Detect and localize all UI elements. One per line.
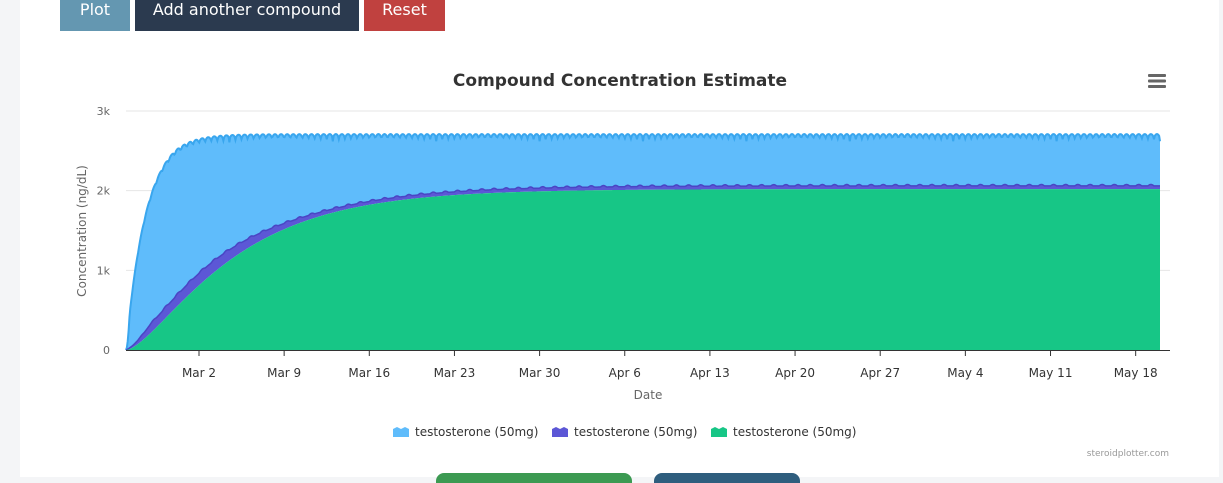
x-tick-label: Apr 27 (860, 366, 900, 380)
y-tick-label: 2k (97, 185, 111, 198)
y-tick-label: 1k (97, 264, 111, 277)
series-2-line (125, 183, 1160, 351)
series-1-line (125, 133, 1161, 351)
x-tick-label: Mar 9 (267, 366, 301, 380)
x-tick-label: Apr 6 (609, 366, 641, 380)
legend-symbol (711, 427, 727, 437)
y-tick-label: 0 (103, 344, 110, 357)
x-tick-label: May 11 (1029, 366, 1073, 380)
reset-button[interactable]: Reset (364, 0, 445, 31)
x-tick-label: Apr 20 (775, 366, 815, 380)
menu-icon-bar (1148, 74, 1166, 77)
credit-text[interactable]: steroidplotter.com (1087, 449, 1169, 459)
legend-symbol (393, 427, 409, 437)
legend-label: testosterone (50mg) (415, 425, 538, 439)
x-tick-label: May 18 (1114, 366, 1158, 380)
menu-icon-bar (1148, 79, 1166, 83)
legend: testosterone (50mg) testosterone (50mg) te… (393, 425, 856, 439)
legend-label: testosterone (50mg) (733, 425, 856, 439)
x-tick-label: May 4 (947, 366, 983, 380)
x-tick-label: Mar 30 (519, 366, 561, 380)
x-tick-label: Apr 13 (690, 366, 730, 380)
bottom-button-2[interactable] (654, 473, 800, 483)
x-axis-label: Date (634, 388, 663, 402)
y-axis-label: Concentration (ng/dL) (75, 165, 89, 297)
series-3-area (126, 189, 1160, 350)
series-1-area (126, 134, 1160, 350)
bottom-button-1[interactable] (436, 473, 632, 483)
y-tick-label: 3k (97, 105, 111, 118)
menu-icon[interactable] (1148, 74, 1166, 88)
series-areas (125, 133, 1161, 351)
legend-label: testosterone (50mg) (574, 425, 697, 439)
x-axis-ticks: Mar 2 Mar 9 Mar 16 Mar 23 Mar 30 Apr 6 Apr 13 A… (182, 350, 1158, 380)
legend-item[interactable]: testosterone (50mg) (711, 425, 856, 439)
y-axis-ticks: 0 1k 2k 3k (97, 105, 111, 357)
legend-item[interactable]: testosterone (50mg) (393, 425, 538, 439)
legend-item[interactable]: testosterone (50mg) (552, 425, 697, 439)
x-tick-label: Mar 23 (434, 366, 476, 380)
plot-button[interactable]: Plot (60, 0, 130, 31)
menu-icon-bar (1148, 85, 1166, 88)
chart-title: Compound Concentration Estimate (453, 71, 787, 91)
x-tick-label: Mar 16 (348, 366, 390, 380)
x-tick-label: Mar 2 (182, 366, 216, 380)
add-compound-button[interactable]: Add another compound (135, 0, 359, 31)
legend-symbol (552, 427, 568, 437)
